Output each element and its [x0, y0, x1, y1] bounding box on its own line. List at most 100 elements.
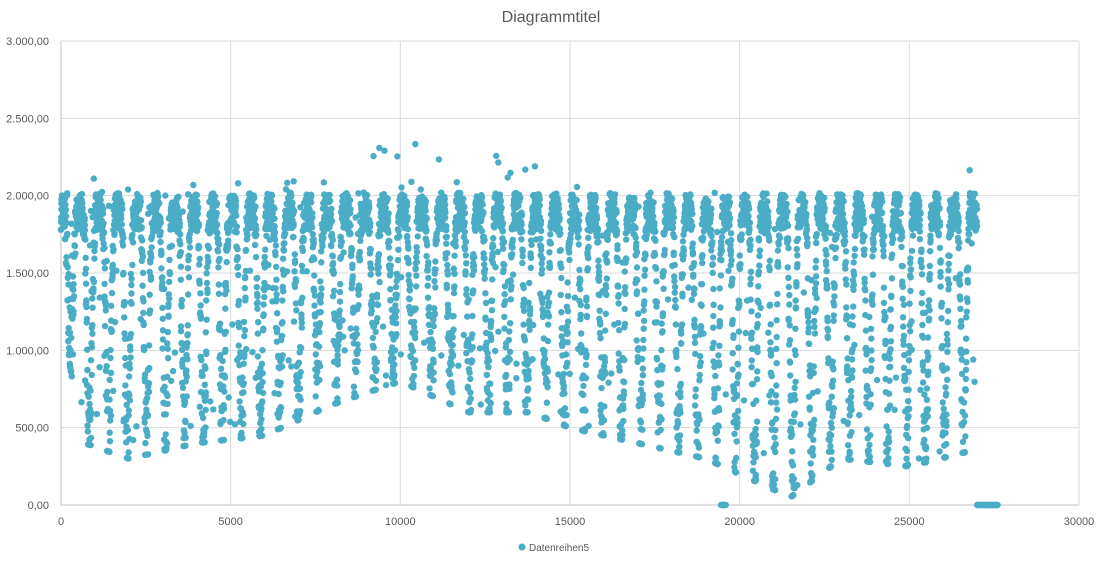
data-point — [785, 264, 791, 270]
data-point — [158, 229, 164, 235]
data-point — [621, 357, 627, 363]
data-point — [236, 298, 242, 304]
data-point — [370, 335, 376, 341]
data-point — [718, 257, 724, 263]
data-point — [182, 419, 188, 425]
data-point — [146, 389, 152, 395]
data-point — [196, 280, 202, 286]
data-point — [665, 296, 671, 302]
data-point — [86, 394, 92, 400]
data-point — [641, 318, 647, 324]
data-point — [786, 284, 792, 290]
data-point — [329, 218, 335, 224]
data-point — [595, 239, 601, 245]
data-point — [677, 432, 683, 438]
data-point — [829, 425, 835, 431]
data-point — [184, 393, 190, 399]
data-point — [304, 268, 310, 274]
data-point — [444, 262, 450, 268]
data-point — [728, 230, 734, 236]
data-point — [717, 318, 723, 324]
data-point — [311, 240, 317, 246]
data-point — [566, 257, 572, 263]
data-point — [525, 385, 531, 391]
data-point — [385, 196, 391, 202]
data-point — [388, 297, 394, 303]
data-point — [184, 374, 190, 380]
data-point — [839, 206, 845, 212]
data-point — [215, 264, 221, 270]
data-point — [423, 253, 429, 259]
data-point — [88, 357, 94, 363]
data-point — [490, 243, 496, 249]
data-point — [427, 329, 433, 335]
data-point — [681, 247, 687, 253]
data-point — [335, 361, 341, 367]
data-point — [242, 274, 248, 280]
data-point — [98, 197, 104, 203]
data-point — [180, 208, 186, 214]
data-point — [286, 357, 292, 363]
data-point — [525, 397, 531, 403]
data-point — [166, 295, 172, 301]
data-point — [845, 421, 851, 427]
data-point — [327, 198, 333, 204]
data-point — [371, 344, 377, 350]
data-point — [842, 265, 848, 271]
data-point — [758, 305, 764, 311]
data-point — [194, 192, 200, 198]
data-point — [168, 378, 174, 384]
data-point — [278, 404, 284, 410]
data-point — [614, 231, 620, 237]
data-point — [811, 318, 817, 324]
data-point — [392, 347, 398, 353]
data-point — [279, 352, 285, 358]
data-point — [510, 271, 516, 277]
data-point — [165, 355, 171, 361]
data-point — [99, 189, 105, 195]
data-point — [96, 364, 102, 370]
data-point — [634, 337, 640, 343]
data-point — [110, 262, 116, 268]
data-point — [747, 281, 753, 287]
data-point — [469, 358, 475, 364]
data-point — [595, 226, 601, 232]
data-point — [423, 228, 429, 234]
data-point — [691, 260, 697, 266]
data-point — [674, 366, 680, 372]
data-point — [214, 230, 220, 236]
data-point — [488, 337, 494, 343]
data-point — [482, 276, 488, 282]
data-point — [513, 361, 519, 367]
data-point — [395, 228, 401, 234]
data-point — [204, 270, 210, 276]
data-point — [318, 292, 324, 298]
data-point — [425, 259, 431, 265]
data-point — [128, 290, 134, 296]
data-point — [756, 269, 762, 275]
data-point — [809, 472, 815, 478]
data-point — [735, 408, 741, 414]
data-point — [564, 360, 570, 366]
data-point — [809, 446, 815, 452]
data-point — [299, 320, 305, 326]
data-point — [89, 295, 95, 301]
data-point — [374, 315, 380, 321]
data-point — [717, 285, 723, 291]
data-point — [616, 367, 622, 373]
data-point — [831, 312, 837, 318]
data-point — [753, 472, 759, 478]
data-point — [641, 326, 647, 332]
data-point — [169, 243, 175, 249]
data-point — [578, 312, 584, 318]
data-point — [443, 223, 449, 229]
data-point — [109, 328, 115, 334]
data-point — [659, 328, 665, 334]
data-point — [659, 320, 665, 326]
data-point — [639, 427, 645, 433]
data-point — [812, 305, 818, 311]
data-point — [753, 454, 759, 460]
data-point — [832, 255, 838, 261]
data-point — [843, 259, 849, 265]
data-point — [470, 287, 476, 293]
